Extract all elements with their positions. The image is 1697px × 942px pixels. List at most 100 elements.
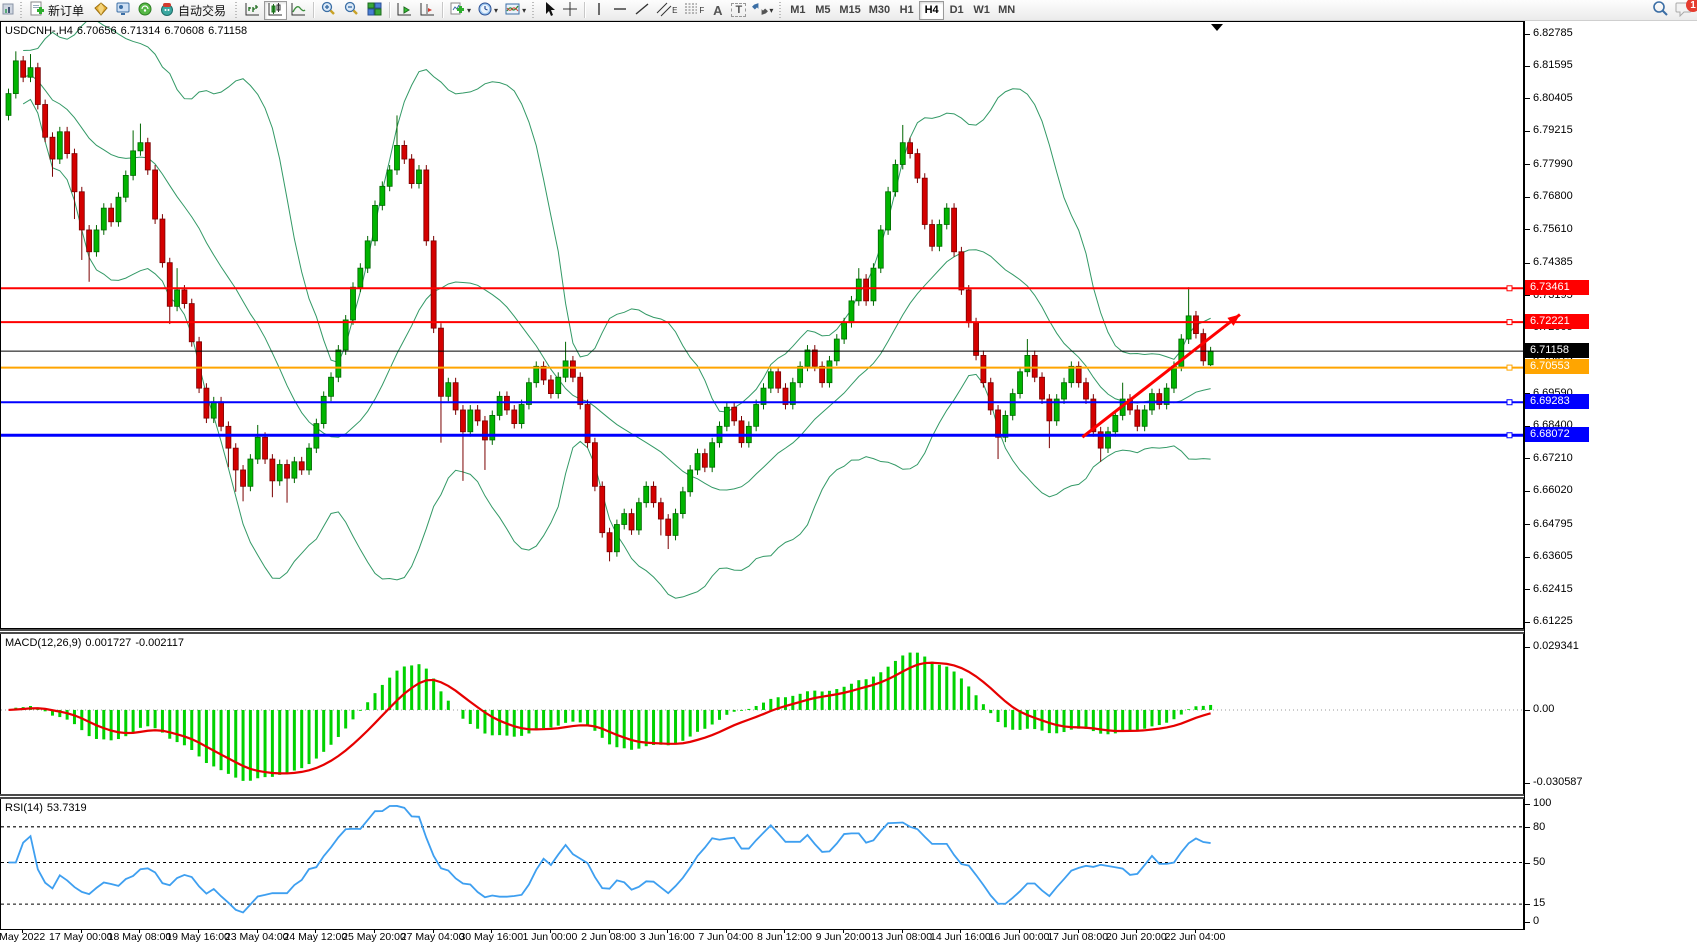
trendline-button[interactable]	[631, 1, 653, 20]
candle-body	[20, 60, 27, 78]
timeframe-m15[interactable]: M15	[839, 4, 861, 16]
toolbar-drag-handle[interactable]	[234, 2, 240, 18]
zoom-in-icon	[320, 1, 337, 20]
candle-body	[12, 60, 19, 94]
time-axis-label: 3 Jun 16:00	[639, 931, 695, 942]
toolbar-right-icons: 1	[1651, 0, 1697, 21]
pane-separator[interactable]	[0, 629, 1524, 634]
candle-body	[526, 382, 532, 405]
market-watch-button[interactable]	[112, 1, 134, 20]
candle-body	[379, 185, 386, 206]
bar-chart-button[interactable]	[241, 1, 264, 20]
toolbar-drag-handle[interactable]	[778, 2, 784, 18]
chat-button[interactable]: 1	[1675, 0, 1697, 20]
cursor-button[interactable]	[538, 1, 559, 20]
indicators-button[interactable]: ▾	[446, 1, 474, 20]
market-depth-button[interactable]	[90, 1, 112, 20]
candle-body	[1017, 371, 1023, 394]
gem-icon	[93, 1, 109, 20]
candle-body	[811, 349, 818, 367]
periods-button[interactable]: ▾	[474, 1, 501, 20]
candle-body	[71, 153, 78, 193]
vertical-line-button[interactable]	[588, 1, 609, 20]
fibonacci-button[interactable]: F	[680, 1, 707, 20]
time-axis-tick	[256, 930, 258, 933]
new-order-button[interactable]: 新订单	[26, 1, 90, 20]
auto-scroll-button[interactable]	[393, 1, 416, 20]
notification-badge: 1	[1686, 0, 1697, 12]
time-axis-tick	[80, 930, 82, 933]
timeframe-h1[interactable]: H1	[899, 4, 914, 16]
close-value: 6.71158	[208, 25, 248, 37]
macd-canvas[interactable]	[1, 634, 1523, 794]
candle-body	[401, 145, 408, 160]
symbol-ohlc-label: USDCNH-,H4 6.70656 6.71314 6.70608 6.71158	[5, 25, 251, 37]
text-button[interactable]: A	[707, 1, 728, 20]
candlestick-chart-button[interactable]	[264, 0, 288, 20]
new-order-icon	[29, 1, 45, 20]
candle-body	[108, 207, 115, 223]
time-axis-label: 17 Jun 08:00	[1047, 931, 1109, 942]
arrows-button[interactable]: ▾	[749, 1, 776, 20]
time-axis-label: 9 Jun 20:00	[815, 931, 871, 942]
candle-body	[672, 513, 679, 536]
equidistant-channel-button[interactable]: E	[653, 1, 680, 20]
candle-body	[958, 251, 965, 291]
price-axis-column[interactable]: 6.82785 6.81595 6.80405 6.79215 6.77990 6.768…	[1524, 21, 1697, 942]
toolbar-drag-handle[interactable]	[19, 2, 24, 18]
horizontal-line-button[interactable]	[609, 1, 631, 20]
candle-body	[357, 267, 364, 288]
time-axis-tick	[608, 930, 610, 933]
toolbar-drag-handle[interactable]	[531, 2, 537, 18]
time-axis-label: 1 Jun 00:00	[522, 931, 578, 942]
tile-windows-button[interactable]	[363, 1, 386, 20]
candle-body	[885, 191, 891, 231]
candle-body	[240, 469, 246, 487]
arrows-icon	[752, 1, 769, 20]
timeframe-m5[interactable]: M5	[815, 4, 831, 16]
candle-body	[1171, 365, 1177, 389]
line-chart-button[interactable]	[287, 1, 310, 20]
candle-body	[1090, 398, 1097, 433]
rsi-canvas[interactable]	[1, 799, 1523, 929]
signals-button[interactable]	[134, 1, 156, 20]
time-axis-tick	[901, 930, 903, 933]
axis-label: 6.81595	[1533, 59, 1573, 72]
zoom-in-button[interactable]	[317, 1, 340, 20]
candle-body	[86, 229, 93, 253]
candle-body	[723, 406, 730, 427]
timeframe-w1[interactable]: W1	[973, 4, 990, 16]
text-label-button[interactable]: T	[728, 1, 749, 20]
timeframe-h4[interactable]: H4	[919, 0, 945, 20]
time-axis-label: 2 Jun 08:00	[581, 931, 636, 942]
candle-body	[276, 464, 283, 482]
timeframe-d1[interactable]: D1	[949, 4, 964, 16]
axis-label: 6.74385	[1533, 256, 1573, 269]
time-axis[interactable]: May 2022 17 May 00:00 18 May 08:00 19 May 1…	[0, 930, 1524, 942]
chart-shift-button[interactable]	[416, 1, 439, 20]
candle-body	[1053, 398, 1060, 422]
candle-body	[1068, 365, 1075, 384]
open-value: 6.70656	[76, 25, 117, 37]
axis-tick	[1525, 425, 1530, 427]
candle-body	[848, 300, 855, 324]
candle-body	[372, 205, 378, 242]
candlestick-icon	[267, 1, 284, 20]
pane-separator[interactable]	[0, 794, 1524, 799]
zoom-out-button[interactable]	[340, 1, 363, 20]
crosshair-button[interactable]	[559, 1, 581, 20]
candle-body	[1185, 315, 1192, 340]
search-icon[interactable]	[1651, 0, 1669, 21]
candle-body	[452, 382, 459, 411]
candle-body	[1083, 382, 1089, 400]
price-chart-canvas[interactable]	[1, 22, 1523, 628]
timeframe-m1[interactable]: M1	[790, 4, 806, 16]
candle-body	[34, 67, 41, 105]
templates-button[interactable]: ▾	[501, 1, 529, 20]
timeframe-m30[interactable]: M30	[868, 4, 891, 16]
candle-body	[987, 382, 994, 411]
monitor-icon	[115, 1, 131, 20]
auto-trading-button[interactable]: 自动交易	[156, 1, 232, 20]
candle-body	[328, 376, 334, 397]
timeframe-mn[interactable]: MN	[998, 4, 1016, 16]
